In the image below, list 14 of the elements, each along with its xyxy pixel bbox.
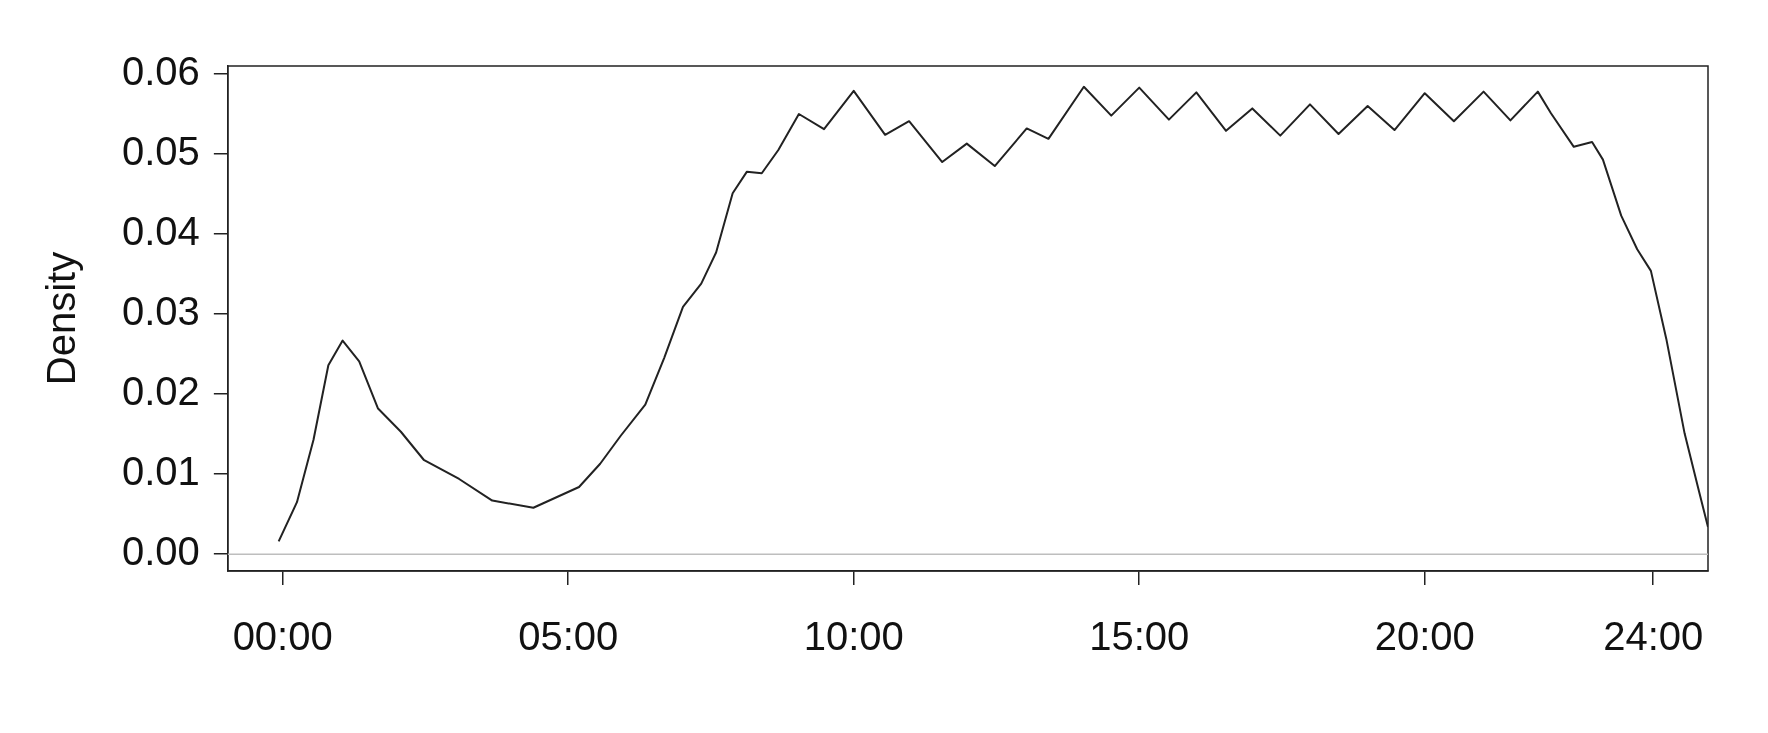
x-tick-label: 00:00	[232, 614, 333, 659]
y-tick-label: 0.01	[121, 449, 200, 494]
x-tick-label: 05:00	[518, 614, 619, 659]
y-axis-title: Density	[39, 251, 84, 386]
y-tick-label: 0.04	[121, 209, 200, 254]
y-tick-label: 0.00	[121, 529, 200, 574]
x-tick-label: 10:00	[803, 614, 904, 659]
y-tick-label: 0.06	[121, 49, 200, 94]
y-tick-label: 0.05	[121, 129, 200, 174]
x-tick-label: 24:00	[1603, 614, 1704, 659]
y-tick-label: 0.02	[121, 369, 200, 414]
x-tick-label: 15:00	[1089, 614, 1190, 659]
x-tick-label: 20:00	[1374, 614, 1475, 659]
y-tick-label: 0.03	[121, 289, 200, 334]
